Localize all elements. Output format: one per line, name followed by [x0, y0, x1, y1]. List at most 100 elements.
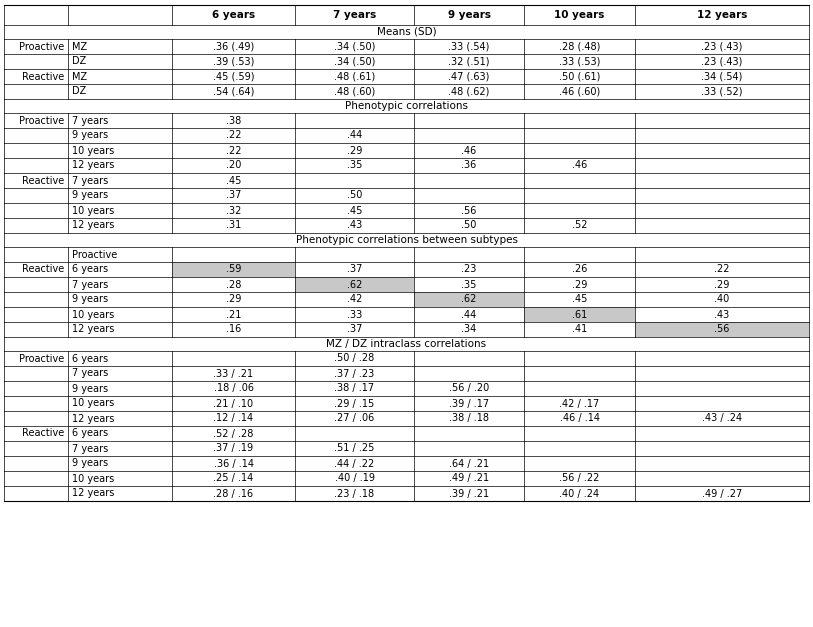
- Text: .20: .20: [226, 161, 241, 171]
- Text: .34 (.50): .34 (.50): [334, 56, 375, 66]
- Text: .38 / .17: .38 / .17: [334, 384, 375, 394]
- Text: 12 years: 12 years: [72, 161, 115, 171]
- Text: .50 / .28: .50 / .28: [334, 354, 375, 364]
- Text: .46 / .14: .46 / .14: [559, 413, 599, 423]
- Text: 9 years: 9 years: [72, 384, 108, 394]
- Text: .37: .37: [347, 325, 362, 334]
- Text: .38: .38: [226, 115, 241, 125]
- Text: 12 years: 12 years: [72, 413, 115, 423]
- Text: .62: .62: [347, 280, 362, 290]
- Text: .33 / .21: .33 / .21: [214, 369, 254, 379]
- Text: MZ / DZ intraclass correlations: MZ / DZ intraclass correlations: [327, 339, 486, 349]
- Text: .51 / .25: .51 / .25: [334, 443, 375, 453]
- Text: 12 years: 12 years: [72, 221, 115, 231]
- Text: .39 (.53): .39 (.53): [213, 56, 254, 66]
- Text: Proactive: Proactive: [19, 115, 64, 125]
- Text: 7 years: 7 years: [72, 443, 108, 453]
- Text: Proactive: Proactive: [72, 250, 117, 260]
- Text: .42 / .17: .42 / .17: [559, 399, 600, 409]
- Text: .42: .42: [347, 295, 362, 305]
- Text: 9 years: 9 years: [447, 10, 490, 20]
- Text: 6 years: 6 years: [72, 354, 108, 364]
- Text: 12 years: 12 years: [72, 325, 115, 334]
- Text: .36 / .14: .36 / .14: [214, 458, 254, 468]
- Text: .34: .34: [461, 325, 476, 334]
- Text: .28 (.48): .28 (.48): [559, 41, 600, 51]
- Text: 10 years: 10 years: [72, 399, 115, 409]
- Text: .27 / .06: .27 / .06: [334, 413, 375, 423]
- Text: .40 / .19: .40 / .19: [334, 473, 375, 483]
- Text: 10 years: 10 years: [72, 473, 115, 483]
- Bar: [524, 307, 635, 322]
- Text: 9 years: 9 years: [72, 130, 108, 140]
- Text: .54 (.64): .54 (.64): [213, 87, 254, 97]
- Text: .36 (.49): .36 (.49): [213, 41, 254, 51]
- Text: .32: .32: [226, 206, 241, 216]
- Bar: [635, 322, 809, 337]
- Text: .43 / .24: .43 / .24: [702, 413, 742, 423]
- Text: .46: .46: [461, 145, 476, 155]
- Text: 9 years: 9 years: [72, 295, 108, 305]
- Text: .56 / .22: .56 / .22: [559, 473, 600, 483]
- Text: .37 / .23: .37 / .23: [334, 369, 375, 379]
- Text: 6 years: 6 years: [72, 265, 108, 275]
- Text: 10 years: 10 years: [72, 145, 115, 155]
- Text: .46 (.60): .46 (.60): [559, 87, 600, 97]
- Text: .31: .31: [226, 221, 241, 231]
- Text: .21: .21: [226, 310, 241, 320]
- Text: Reactive: Reactive: [22, 265, 64, 275]
- Text: Proactive: Proactive: [19, 41, 64, 51]
- Text: .34 (.50): .34 (.50): [334, 41, 375, 51]
- Bar: [414, 292, 524, 307]
- Text: .29 / .15: .29 / .15: [334, 399, 375, 409]
- Text: Reactive: Reactive: [22, 71, 64, 82]
- Text: .37: .37: [347, 265, 362, 275]
- Text: .35: .35: [347, 161, 362, 171]
- Text: .36: .36: [461, 161, 476, 171]
- Text: .22: .22: [715, 265, 730, 275]
- Text: .34 (.54): .34 (.54): [702, 71, 743, 82]
- Text: 10 years: 10 years: [72, 310, 115, 320]
- Text: .44: .44: [347, 130, 362, 140]
- Text: Means (SD): Means (SD): [376, 27, 437, 37]
- Text: .29: .29: [715, 280, 730, 290]
- Text: .43: .43: [347, 221, 362, 231]
- Text: .40: .40: [715, 295, 729, 305]
- Text: .28 / .16: .28 / .16: [214, 488, 254, 498]
- Text: .49 / .21: .49 / .21: [449, 473, 489, 483]
- Text: .44 / .22: .44 / .22: [334, 458, 375, 468]
- Text: .62: .62: [461, 295, 476, 305]
- Text: 10 years: 10 years: [554, 10, 605, 20]
- Text: .64 / .21: .64 / .21: [449, 458, 489, 468]
- Text: MZ: MZ: [72, 71, 87, 82]
- Text: .21 / .10: .21 / .10: [214, 399, 254, 409]
- Text: .56: .56: [715, 325, 730, 334]
- Text: DZ: DZ: [72, 56, 86, 66]
- Text: .28: .28: [226, 280, 241, 290]
- Text: .61: .61: [572, 310, 587, 320]
- Text: 7 years: 7 years: [72, 280, 108, 290]
- Text: 10 years: 10 years: [72, 206, 115, 216]
- Text: .38 / .18: .38 / .18: [449, 413, 489, 423]
- Text: .23 / .18: .23 / .18: [334, 488, 375, 498]
- Text: Phenotypic correlations: Phenotypic correlations: [345, 101, 468, 111]
- Text: .37 / .19: .37 / .19: [214, 443, 254, 453]
- Text: .45 (.59): .45 (.59): [213, 71, 254, 82]
- Text: .45: .45: [347, 206, 362, 216]
- Text: 6 years: 6 years: [72, 428, 108, 438]
- Text: .23 (.43): .23 (.43): [702, 56, 743, 66]
- Text: .56: .56: [461, 206, 476, 216]
- Text: .50: .50: [347, 191, 362, 201]
- Text: .47 (.63): .47 (.63): [448, 71, 489, 82]
- Text: .45: .45: [226, 176, 241, 186]
- Text: .18 / .06: .18 / .06: [214, 384, 254, 394]
- Text: 7 years: 7 years: [72, 176, 108, 186]
- Text: .23: .23: [461, 265, 476, 275]
- Text: .33: .33: [347, 310, 362, 320]
- Text: Proactive: Proactive: [19, 354, 64, 364]
- Text: .52 / .28: .52 / .28: [213, 428, 254, 438]
- Text: .37: .37: [226, 191, 241, 201]
- Text: .50 (.61): .50 (.61): [559, 71, 600, 82]
- Text: MZ: MZ: [72, 41, 87, 51]
- Text: .33 (.54): .33 (.54): [448, 41, 489, 51]
